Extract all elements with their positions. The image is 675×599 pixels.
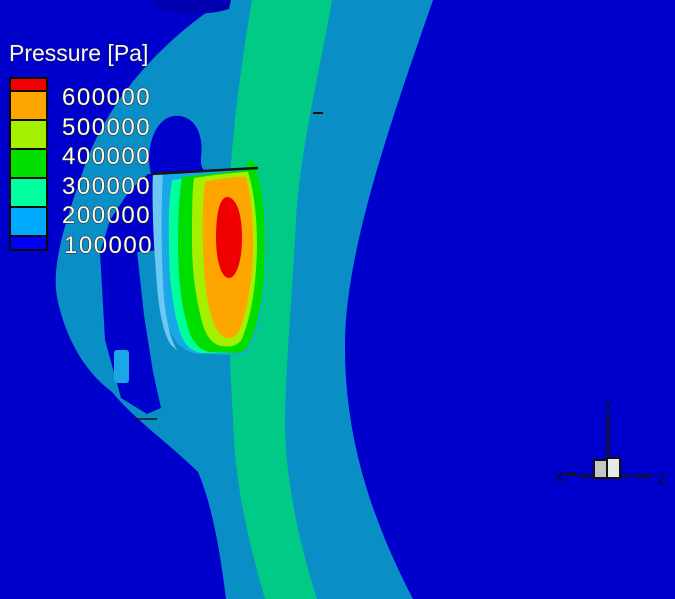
stem-light-patch	[114, 350, 129, 383]
y-axis-label: Y	[603, 398, 613, 414]
legend-label-200000: 200000	[62, 202, 151, 229]
valve-top-edge-line	[150, 166, 259, 176]
legend-swatch-100k	[9, 235, 48, 251]
origin-cube-left-face	[593, 459, 608, 479]
x-axis-label: X	[554, 469, 564, 485]
legend-swatch-600k	[9, 90, 48, 121]
orientation-triad: Y X Z	[554, 398, 666, 487]
legend-label-600000: 600000	[62, 84, 151, 111]
valve-edge-highlight	[152, 172, 178, 351]
legend-label-400000: 400000	[62, 143, 151, 170]
dark-blob-shoulder	[100, 174, 166, 253]
legend-swatch-max	[9, 77, 48, 92]
legend-swatch-200k	[9, 206, 48, 237]
pressure-legend: Pressure [Pa] 600000 500000 400000 30000…	[9, 40, 153, 260]
origin-cube-right-face	[606, 457, 621, 479]
dark-blob-head	[149, 115, 207, 174]
legend-label-100000: 100000	[64, 232, 153, 259]
legend-label-300000: 300000	[62, 173, 151, 200]
legend-swatch-500k	[9, 119, 48, 150]
navy-patch	[153, 0, 231, 14]
low-pressure-disk	[344, 0, 675, 599]
legend-color-bar	[9, 77, 48, 251]
z-axis-label: Z	[658, 471, 667, 487]
legend-swatch-400k	[9, 148, 48, 179]
legend-swatch-300k	[9, 177, 48, 208]
pressure-wave-band	[227, 0, 332, 599]
legend-label-500000: 500000	[62, 114, 151, 141]
legend-title: Pressure [Pa]	[9, 40, 148, 66]
contour-max-core	[216, 196, 242, 278]
